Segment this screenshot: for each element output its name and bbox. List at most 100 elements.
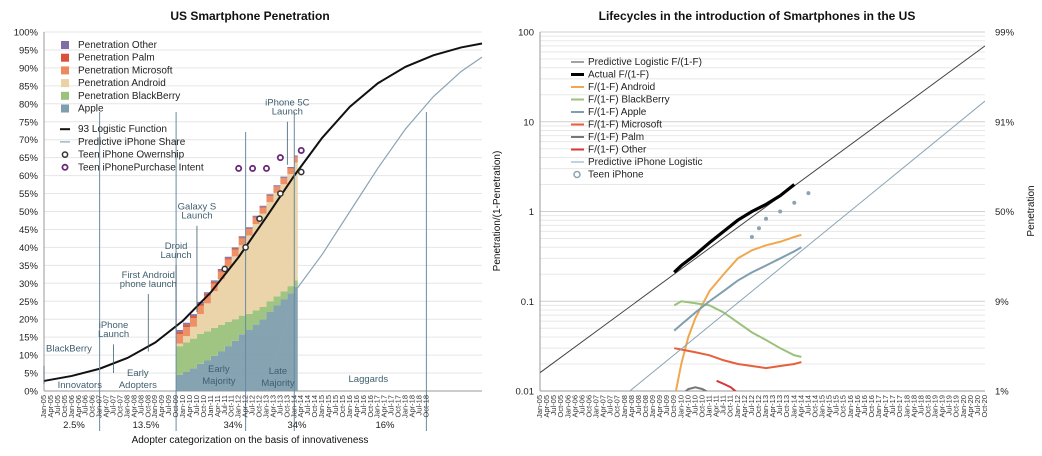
area-penetration-blackberry bbox=[176, 280, 298, 375]
x-tick-label: Oct-05 bbox=[60, 395, 69, 418]
x-tick-label: Jan-18 bbox=[902, 395, 911, 418]
right-series bbox=[540, 45, 985, 391]
series-f-1-f-microsoft bbox=[674, 347, 802, 370]
teen-intent-point bbox=[297, 146, 305, 154]
x-tick-label: Oct-19 bbox=[952, 395, 961, 418]
series-predictive-iphone-logistic bbox=[629, 100, 985, 391]
annotation-text: Launch bbox=[98, 329, 129, 340]
legend-label: 93 Logistic Function bbox=[78, 124, 167, 135]
x-tick-label: Oct-15 bbox=[338, 395, 347, 418]
legend-label: Penetration BlackBerry bbox=[78, 91, 180, 102]
teen-iphone-point bbox=[778, 209, 783, 214]
x-tick-label: Oct-20 bbox=[980, 395, 989, 418]
y-tick-label: 90% bbox=[19, 63, 39, 74]
legend-label: Penetration Android bbox=[78, 78, 166, 89]
x-tick-label: Oct-17 bbox=[895, 395, 904, 418]
x-tick-label: Apr-13 bbox=[768, 395, 777, 418]
annotation-text: Galaxy S bbox=[178, 202, 217, 213]
right-legend: Predictive Logistic F/(1-F) Actual F/(1-F… bbox=[571, 57, 703, 181]
legend-label: Predictive iPhone Logistic bbox=[588, 157, 703, 168]
adopter-category-pct: 2.5% bbox=[63, 420, 85, 431]
legend-label: Actual F/(1-F) bbox=[588, 70, 649, 81]
x-tick-label: Oct-15 bbox=[839, 395, 848, 418]
x-tick-label: Jul-13 bbox=[775, 395, 784, 415]
x-tick-label: Apr-07 bbox=[102, 395, 111, 418]
legend-label: Predictive iPhone Share bbox=[78, 137, 186, 148]
right-y-ticks: 0.01 0.1 1 10 100 bbox=[516, 28, 535, 398]
teen-iphone-point bbox=[806, 191, 811, 196]
legend-marker bbox=[61, 151, 69, 158]
y-tick-label: 100 bbox=[518, 28, 534, 39]
right-x-ticks: Jan-05Apr-05Jul-05Oct-05Jan-06Apr-06Jul-… bbox=[535, 395, 989, 418]
teen-iphone-point bbox=[764, 216, 769, 221]
y2-tick-label: 50% bbox=[995, 207, 1015, 218]
x-tick-label: Jul-13 bbox=[275, 395, 284, 415]
y-tick-label: 0.01 bbox=[516, 387, 535, 398]
y-tick-label: 35% bbox=[19, 261, 39, 272]
annotation-text: Launch bbox=[181, 211, 212, 222]
legend-label: F/(1-F) Apple bbox=[588, 107, 647, 118]
x-tick-label: Jul-17 bbox=[387, 395, 396, 415]
x-tick-label: Jan-05 bbox=[39, 395, 48, 418]
x-tick-label: Apr-16 bbox=[352, 395, 361, 418]
x-tick-label: Oct-16 bbox=[366, 395, 375, 418]
teen-ownership-point bbox=[242, 244, 249, 251]
series-f-1-f-other bbox=[716, 379, 737, 391]
x-tick-label: Jan-10 bbox=[178, 395, 187, 418]
series-predictive-logistic-f-1-f bbox=[540, 45, 985, 374]
y-tick-label: 45% bbox=[19, 225, 39, 236]
legend-label: Apple bbox=[78, 104, 104, 115]
y-tick-label: 85% bbox=[19, 81, 39, 92]
teen-intent-point bbox=[249, 164, 257, 172]
x-tick-label: Apr-09 bbox=[157, 395, 166, 418]
annotation-text: iPhone 5C bbox=[265, 98, 310, 109]
teen-ownership-point bbox=[221, 265, 229, 273]
logistic-93-line bbox=[43, 42, 483, 382]
legend-label: Teen iPhonePurchase Intent bbox=[78, 162, 204, 173]
x-tick-label: Apr-14 bbox=[796, 395, 805, 418]
x-tick-label: Apr-12 bbox=[740, 395, 749, 418]
x-tick-label: Oct-11 bbox=[726, 395, 735, 417]
x-tick-label: Apr-10 bbox=[185, 395, 194, 418]
x-tick-label: Jan-15 bbox=[317, 395, 326, 418]
legend-label: Penetration Palm bbox=[78, 53, 155, 64]
annotation-text: iPhone bbox=[99, 320, 129, 331]
legend-label: F/(1-F) Microsoft bbox=[588, 120, 662, 131]
legend-label: F/(1-F) Palm bbox=[588, 132, 644, 143]
y-tick-label: 15% bbox=[19, 333, 39, 344]
right-chart-title: Lifecycles in the introduction of Smartp… bbox=[599, 9, 916, 23]
x-tick-label: Apr-20 bbox=[966, 395, 975, 418]
y-tick-label: 100% bbox=[14, 28, 39, 39]
x-tick-label: Jan-14 bbox=[789, 395, 798, 418]
x-tick-label: Apr-14 bbox=[296, 395, 305, 418]
legend-label: F/(1-F) BlackBerry bbox=[588, 95, 670, 106]
x-tick-label: Jul-20 bbox=[973, 395, 982, 415]
teen-ownership-point bbox=[277, 190, 284, 197]
teen-intent-point bbox=[235, 164, 243, 172]
x-tick-label: Jul-11 bbox=[220, 395, 229, 415]
y-tick-label: 75% bbox=[19, 117, 39, 128]
x-tick-label: Jul-19 bbox=[945, 395, 954, 415]
x-tick-label: Jan-20 bbox=[959, 395, 968, 418]
x-tick-label: Oct-08 bbox=[641, 395, 650, 418]
x-tick-label: Apr-17 bbox=[380, 395, 389, 418]
legend-marker bbox=[573, 170, 581, 179]
x-tick-label: Jul-12 bbox=[248, 395, 257, 415]
y-tick-label: 1 bbox=[529, 207, 534, 218]
y2-tick-label: 9% bbox=[995, 297, 1009, 308]
adopter-category-label: Laggards bbox=[349, 374, 389, 385]
x-tick-label: Jul-10 bbox=[690, 395, 699, 415]
x-tick-label: Apr-17 bbox=[881, 395, 890, 418]
teen-iphone-point bbox=[756, 226, 761, 231]
x-tick-label: Jan-14 bbox=[289, 395, 298, 418]
x-tick-label: Oct-13 bbox=[782, 395, 791, 418]
annotation-text: First Android bbox=[122, 270, 175, 281]
x-tick-label: Jan-09 bbox=[648, 395, 657, 418]
x-tick-label: Jan-10 bbox=[676, 395, 685, 418]
teen-intent-point bbox=[262, 164, 270, 172]
legend-swatch bbox=[61, 66, 69, 75]
x-tick-label: Jul-15 bbox=[331, 395, 340, 415]
x-tick-label: Oct-10 bbox=[199, 395, 208, 418]
adopter-category-pct: 16% bbox=[375, 420, 395, 431]
